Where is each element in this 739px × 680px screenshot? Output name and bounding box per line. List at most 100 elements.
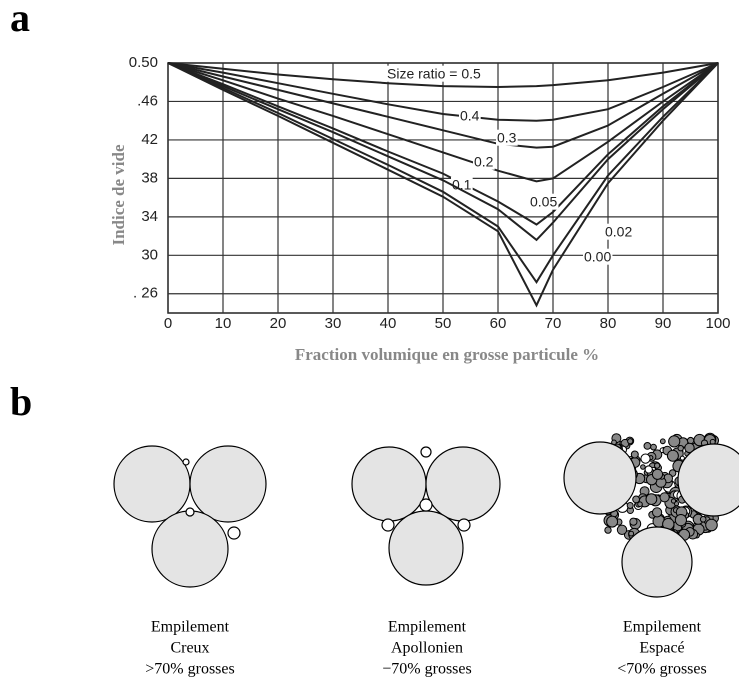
fine-particle <box>684 442 695 454</box>
x-tick-label: 90 <box>655 315 672 332</box>
small-particle <box>419 498 433 512</box>
series-label-bg <box>451 176 473 193</box>
x-tick-label: 10 <box>215 315 232 332</box>
fine-particle <box>659 438 666 445</box>
packing-creux <box>113 445 267 588</box>
fine-particle <box>626 502 634 509</box>
fine-particle <box>668 435 681 448</box>
fine-particle <box>604 526 612 534</box>
x-tick-label: 80 <box>600 315 617 332</box>
x-tick-label: 40 <box>380 315 397 332</box>
series-label-bg <box>473 153 495 170</box>
fine-particle <box>654 462 661 469</box>
fine-particle <box>666 449 679 462</box>
small-particle <box>420 446 432 458</box>
series-label-bg <box>529 193 559 210</box>
series-line <box>167 62 719 89</box>
fine-particle <box>677 445 684 452</box>
fine-particle <box>628 530 635 537</box>
panel-label: a <box>10 0 30 40</box>
x-tick-label: 70 <box>545 315 562 332</box>
fine-particle <box>652 507 663 518</box>
large-particle <box>677 443 739 517</box>
fine-particle <box>650 443 657 451</box>
fine-particle <box>659 492 670 503</box>
packing-apollonien <box>351 446 501 586</box>
y-tick-label: 42 <box>141 131 158 148</box>
fine-particle <box>630 450 639 459</box>
x-tick-label: 30 <box>325 315 342 332</box>
y-tick-label: .46 <box>137 92 158 109</box>
y-axis-label: Indice de vide <box>109 144 128 246</box>
fine-particle <box>674 514 688 527</box>
y-tick-label: 34 <box>141 208 158 225</box>
series-label-bg <box>459 107 481 124</box>
large-particle <box>388 510 464 586</box>
caption-line: <70% grosses <box>617 661 706 678</box>
small-particle <box>381 518 395 532</box>
series-label: 0.3 <box>497 130 517 146</box>
caption-line: Creux <box>170 640 209 657</box>
fine-particle <box>627 438 634 445</box>
caption-line: −70% grosses <box>382 661 471 678</box>
panel-label: b <box>10 379 32 424</box>
fine-particle <box>705 518 718 532</box>
series-line <box>167 62 719 149</box>
fine-particle <box>606 515 619 528</box>
series-line <box>167 62 719 308</box>
y-tick-label: 0.50 <box>129 54 158 71</box>
series-label: 0.05 <box>530 194 557 210</box>
fine-particle <box>670 498 677 504</box>
caption-line: Empilement <box>623 619 702 636</box>
series-label: 0.02 <box>605 224 632 240</box>
series-label-bg <box>604 223 634 240</box>
x-tick-label: 20 <box>270 315 287 332</box>
plot: 0.50 .46 42 38 34 30 . 26 0 10 20 30 40 50 60 70 80 90 10… <box>129 54 731 332</box>
large-particle <box>113 445 191 523</box>
caption-line: Apollonien <box>391 640 463 657</box>
series-label-bg <box>583 248 613 265</box>
fine-particle <box>629 517 638 526</box>
series-line <box>167 62 719 183</box>
small-particle <box>457 518 471 532</box>
series-label: Size ratio = 0.5 <box>387 66 481 82</box>
series-label: 0.00 <box>584 249 611 265</box>
series-label-bg <box>386 65 482 82</box>
fine-particle <box>644 465 653 474</box>
x-axis-label: Fraction volumique en grosse particule % <box>295 345 599 364</box>
x-tick-label: 50 <box>435 315 452 332</box>
large-particle <box>151 510 229 588</box>
fine-particle <box>651 468 664 480</box>
x-tick-label: 0 <box>164 315 172 332</box>
series-label: 0.4 <box>460 108 480 124</box>
packing-espace-large <box>563 441 739 598</box>
y-tick-label: 38 <box>141 169 158 186</box>
caption-line: Espacé <box>639 640 684 657</box>
fine-particle <box>640 464 646 470</box>
large-particle <box>189 445 267 523</box>
small-particle <box>185 507 195 517</box>
x-tick-label: 60 <box>490 315 507 332</box>
small-particle <box>182 458 190 466</box>
fine-particle <box>679 455 685 461</box>
caption-line: Empilement <box>151 619 230 636</box>
large-particle <box>425 446 501 522</box>
small-particle <box>227 526 241 540</box>
caption-line: >70% grosses <box>145 661 234 678</box>
fine-particle <box>643 442 652 450</box>
x-tick-label: 100 <box>705 315 730 332</box>
caption-line: Empilement <box>388 619 467 636</box>
y-tick-label: . 26 <box>133 285 158 302</box>
fine-particle <box>632 495 640 504</box>
series-line <box>167 62 719 242</box>
y-tick-label: 30 <box>141 246 158 263</box>
series-label: 0.2 <box>474 154 494 170</box>
fine-particle <box>699 516 707 523</box>
large-particle <box>563 441 637 515</box>
fine-particle <box>616 524 628 535</box>
fine-particle <box>637 501 643 508</box>
series-label-bg <box>496 129 518 146</box>
fine-particle <box>640 453 651 464</box>
